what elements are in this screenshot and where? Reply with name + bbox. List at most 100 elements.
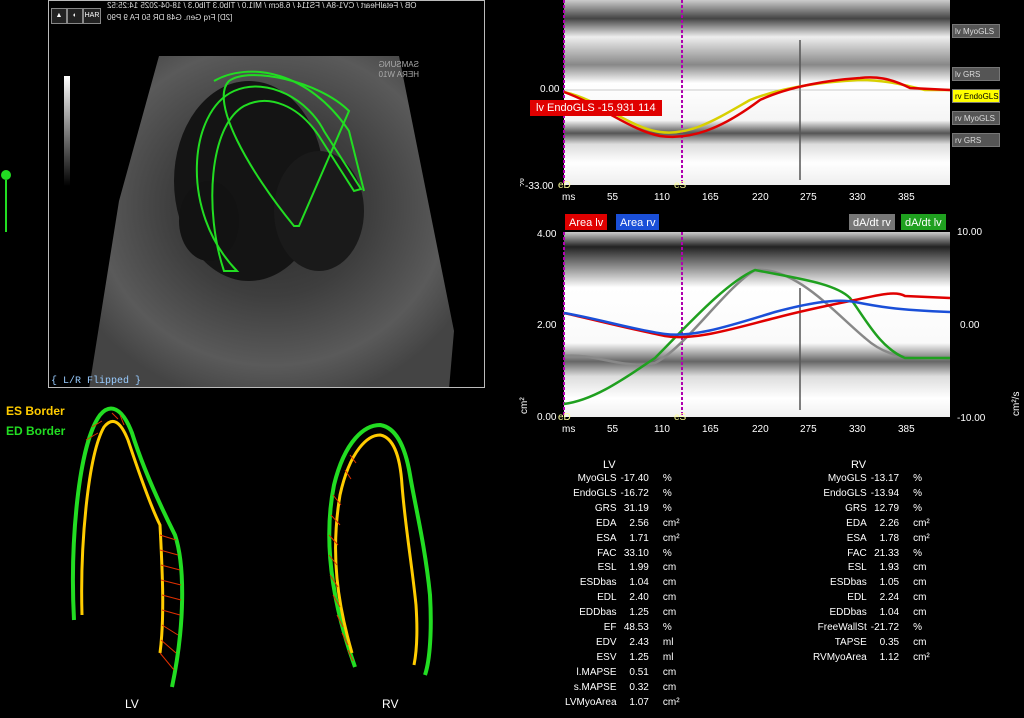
measure-unit: cm	[913, 636, 927, 648]
measure-value: 48.53	[623, 622, 649, 634]
rv-shape-label: RV	[382, 697, 399, 711]
fetus-icon[interactable]: ◐	[67, 8, 83, 24]
area-x-tick-4: 220	[752, 424, 769, 435]
ed-border-legend: ED Border	[6, 424, 66, 438]
area-x-tick-2: 110	[654, 424, 670, 435]
area-rv-tag[interactable]: Area rv	[616, 214, 660, 230]
area-x-ticks: ms 55 110 165 220 275 330 385	[562, 424, 915, 435]
measure-value: 1.78	[879, 532, 900, 544]
table-row: EDL 2.40 cm	[561, 591, 680, 606]
top-x-tick-6: 330	[849, 192, 866, 203]
es-border-legend: ES Border	[6, 404, 65, 418]
measure-value: 1.71	[629, 532, 649, 544]
table-row: ESA 1.78 cm²	[809, 532, 930, 547]
measure-label: s.MAPSE	[573, 681, 617, 693]
top-marker-ed: eD	[558, 180, 571, 191]
measure-value: 31.19	[623, 502, 649, 514]
table-row: FAC 21.33%	[809, 547, 930, 562]
table-row: EF 48.53%	[561, 621, 680, 636]
area-lv-tag[interactable]: Area lv	[565, 214, 608, 230]
measure-label: EDDbas	[829, 607, 867, 619]
table-row: EDL 2.24 cm	[809, 591, 930, 606]
table-row: EDDbas 1.04 cm	[809, 606, 930, 621]
image-icon[interactable]: ▲	[51, 8, 67, 24]
area-y2-top: 10.00	[957, 228, 982, 238]
measure-unit: cm²	[913, 517, 930, 529]
measure-unit: %	[913, 487, 922, 499]
ultrasound-sector: SAMSUNG HERA W10	[64, 56, 454, 387]
lv-table-title: LV	[603, 459, 616, 471]
rv-grs-button[interactable]: rv GRS	[952, 133, 1000, 147]
measure-label: ESV	[596, 651, 617, 663]
measure-label: ESA	[846, 532, 867, 544]
measure-unit: cm²	[913, 532, 930, 544]
measure-value: -16.72	[620, 487, 649, 499]
rv-myogls-button[interactable]: rv MyoGLS	[952, 111, 1000, 125]
measure-label: EDL	[597, 592, 617, 604]
measure-value: 2.56	[629, 517, 649, 529]
measure-label: GRS	[594, 502, 617, 514]
measure-unit: cm	[913, 562, 927, 574]
measure-label: MyoGLS	[827, 473, 867, 484]
table-row: GRS 31.19%	[561, 502, 680, 517]
table-row: MyoGLS -17.40%	[561, 472, 680, 487]
table-row: LVMyoArea 1.07 cm²	[561, 696, 680, 711]
measure-label: RVMyoArea	[813, 651, 867, 663]
har-icon[interactable]: HAR	[83, 8, 101, 24]
measure-value: 0.35	[879, 636, 900, 648]
measure-value: 0.32	[629, 681, 649, 693]
table-row: GRS 12.79%	[809, 502, 930, 517]
rv-endogls-button[interactable]: rv EndoGLS	[952, 89, 1000, 103]
measure-label: ESDbas	[579, 577, 617, 589]
dadt-rv-tag[interactable]: dA/dt rv	[849, 214, 895, 230]
measure-value: 1.04	[879, 607, 900, 619]
measure-label: LVMyoArea	[565, 696, 617, 708]
measure-unit: cm²	[662, 532, 680, 544]
gain-slider[interactable]	[0, 170, 14, 234]
table-row: ESV 1.25 ml	[561, 651, 680, 666]
table-row: EndoGLS -13.94%	[809, 487, 930, 502]
measure-value: 2.26	[879, 517, 900, 529]
measure-unit: cm	[913, 577, 927, 589]
table-row: EndoGLS -16.72%	[561, 487, 680, 502]
area-y2-unit: cm²/s	[1011, 392, 1022, 416]
rv-table-title: RV	[851, 459, 867, 471]
area-y-mid: 2.00	[537, 320, 557, 331]
top-x-tick-4: 220	[752, 192, 769, 203]
measure-unit: cm	[662, 607, 677, 619]
table-row: RVMyoArea 1.12 cm²	[809, 651, 930, 666]
measure-unit: cm	[662, 681, 677, 693]
measure-label: TAPSE	[834, 636, 867, 648]
top-x-tick-3: 165	[702, 192, 719, 203]
measure-value: 1.07	[629, 696, 649, 708]
dadt-lv-tag[interactable]: dA/dt lv	[901, 214, 946, 230]
area-x-tick-5: 275	[800, 424, 817, 435]
area-graph[interactable]: 4.00 2.00 0.00 10.00 0.00 -10.00 cm² cm²…	[505, 228, 1024, 440]
measure-unit: cm	[913, 607, 927, 619]
measure-label: FAC	[847, 547, 867, 559]
measure-value: 1.05	[879, 577, 900, 589]
area-marker-ed: eD	[558, 412, 571, 423]
measure-unit: cm	[662, 562, 677, 574]
measure-value: -13.94	[870, 487, 900, 499]
measure-unit: cm	[662, 666, 677, 678]
measure-value: 33.10	[623, 547, 649, 559]
measure-label: EF	[603, 622, 617, 634]
slider-track	[5, 180, 7, 232]
measure-label: FreeWallSt	[817, 622, 867, 634]
ultrasound-image-panel[interactable]: ▲ ◐ HAR OB / FetalHeart / CV1-8A / FS114…	[48, 0, 485, 388]
measure-label: EndoGLS	[573, 487, 617, 499]
slider-knob[interactable]	[1, 170, 11, 180]
svg-text:SAMSUNG: SAMSUNG	[379, 60, 419, 69]
rv-shape	[327, 422, 433, 676]
top-x-tick-0: ms	[562, 192, 575, 203]
measure-value: 12.79	[874, 502, 900, 514]
strain-graph[interactable]: 0.00 -33.00 % eD eS ms 55 110 165 220 27…	[520, 0, 952, 206]
area-marker-es: eS	[674, 412, 687, 423]
lv-grs-button[interactable]: lv GRS	[952, 67, 1000, 81]
table-row: ESDbas 1.05 cm	[809, 576, 930, 591]
rv-measurements-table: MyoGLS -13.17% EndoGLS -13.94% GRS 12.79% EDA 2…	[809, 472, 930, 666]
measure-unit: cm²	[662, 517, 680, 529]
measure-unit: cm	[662, 592, 677, 604]
lv-myogls-button[interactable]: lv MyoGLS	[952, 24, 1000, 38]
